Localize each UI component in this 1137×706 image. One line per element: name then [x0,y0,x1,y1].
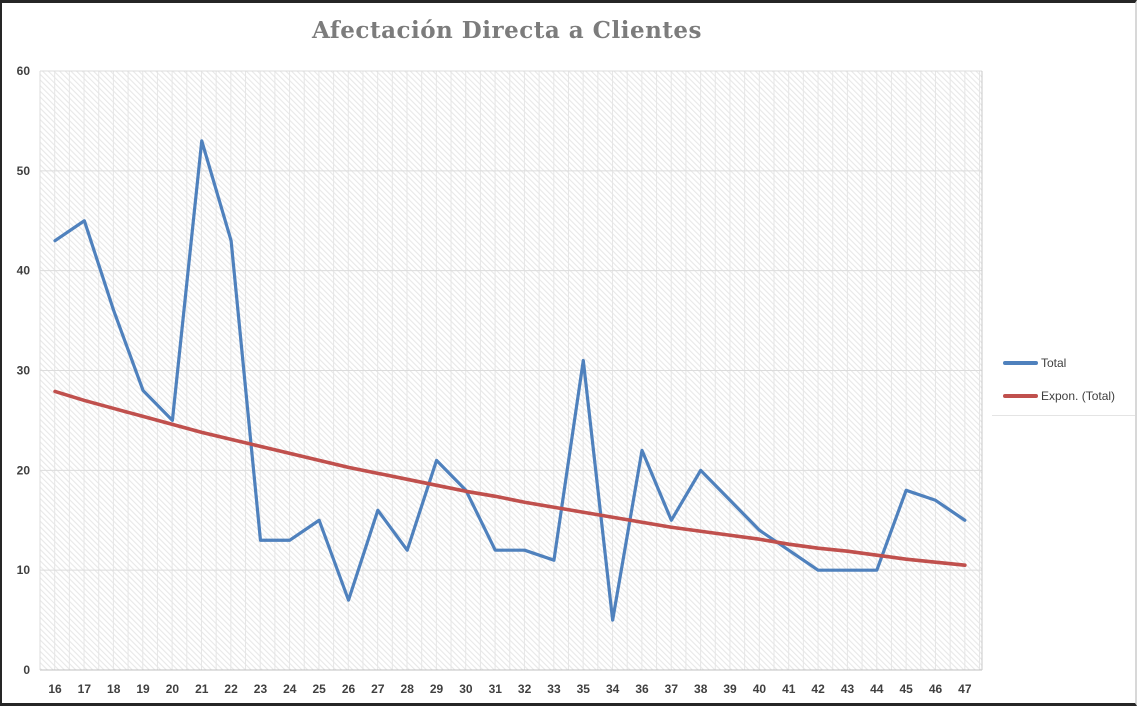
x-axis-labels: 16 17 18 19 20 21 22 23 24 25 26 27 28 29 30 31 32 33 35 34… [48,682,972,696]
svg-text:24: 24 [283,682,297,696]
svg-text:28: 28 [401,682,415,696]
svg-text:44: 44 [870,682,884,696]
svg-text:21: 21 [195,682,209,696]
svg-text:26: 26 [342,682,356,696]
svg-text:19: 19 [136,682,150,696]
svg-text:29: 29 [430,682,444,696]
svg-text:41: 41 [782,682,796,696]
svg-text:18: 18 [107,682,121,696]
svg-text:40: 40 [17,264,31,278]
total-line-swatch [1003,361,1038,365]
svg-text:46: 46 [929,682,943,696]
expon-total-line-swatch [1003,394,1038,398]
svg-text:33: 33 [547,682,561,696]
svg-text:0: 0 [23,663,30,677]
svg-text:20: 20 [17,463,31,477]
legend-item-total[interactable]: Total [1003,352,1135,374]
svg-text:43: 43 [841,682,855,696]
svg-text:38: 38 [694,682,708,696]
svg-text:30: 30 [17,364,31,378]
svg-text:22: 22 [224,682,238,696]
svg-text:31: 31 [489,682,503,696]
svg-text:50: 50 [17,164,31,178]
svg-text:27: 27 [371,682,385,696]
legend: Total Expon. (Total) [1003,352,1135,418]
svg-text:10: 10 [17,563,31,577]
svg-text:23: 23 [254,682,268,696]
svg-text:40: 40 [753,682,767,696]
svg-text:16: 16 [48,682,62,696]
legend-item-expon-total[interactable]: Expon. (Total) [1003,385,1135,407]
svg-text:47: 47 [958,682,972,696]
legend-label-total: Total [1041,356,1067,370]
legend-label-expon-total: Expon. (Total) [1041,389,1116,403]
svg-text:60: 60 [17,64,31,78]
legend-underline [992,415,1135,416]
y-gridlines [40,70,982,671]
svg-text:32: 32 [518,682,532,696]
svg-text:35: 35 [577,682,591,696]
svg-text:45: 45 [899,682,913,696]
y-axis-labels: 0 10 20 30 40 50 60 [17,64,31,677]
svg-text:34: 34 [606,682,620,696]
chart-title: Afectación Directa a Clientes [311,17,703,44]
svg-text:39: 39 [723,682,737,696]
trendline-expon-total[interactable] [53,389,967,567]
svg-text:30: 30 [459,682,473,696]
svg-text:25: 25 [312,682,326,696]
series-line-total[interactable] [53,139,967,622]
svg-text:36: 36 [635,682,649,696]
plot-area: 0 10 20 30 40 50 60 16 17 18 19 20 21 22 23 24 25 26 27 28 2… [17,64,983,696]
svg-text:20: 20 [166,682,180,696]
svg-text:42: 42 [811,682,825,696]
svg-text:37: 37 [665,682,679,696]
svg-text:17: 17 [78,682,92,696]
